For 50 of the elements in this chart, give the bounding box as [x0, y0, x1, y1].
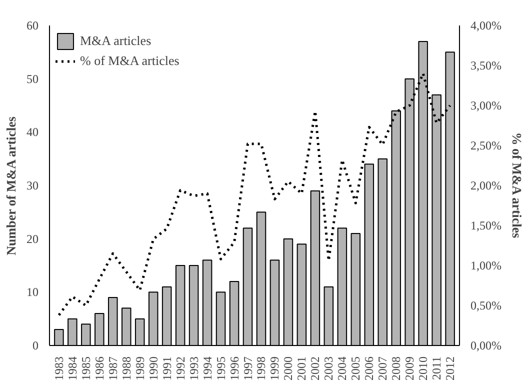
x-tick-label: 2002: [308, 356, 322, 380]
y2-tick-label: 3,50%: [470, 58, 502, 72]
x-tick-label: 2000: [281, 356, 296, 380]
x-tick-label: 1989: [132, 356, 147, 380]
x-tick-label: 2010: [416, 356, 430, 380]
x-tick-label: 2003: [322, 356, 336, 380]
y2-axis-title: % of M&A articles: [509, 132, 524, 238]
y2-tick-label: 2,50%: [470, 138, 502, 152]
x-tick-label: 2001: [294, 356, 309, 380]
x-tick-label: 2012: [443, 356, 458, 380]
x-tick-label: 1998: [254, 356, 268, 380]
x-tick-label: 2011: [430, 356, 444, 380]
x-tick-label: 1995: [214, 356, 228, 380]
y2-tick-label: 2,00%: [470, 178, 502, 192]
y-tick-label: 40: [26, 125, 38, 140]
x-tick-label: 2007: [376, 356, 390, 380]
x-tick-label: 1988: [119, 356, 134, 380]
x-tick-label: 1984: [65, 356, 80, 380]
x-tick-label: 1986: [92, 356, 106, 380]
x-tick-label: 1997: [240, 356, 255, 380]
x-tick-label: 1987: [106, 356, 120, 380]
y2-tick-label: 0,50%: [470, 298, 502, 312]
legend-label: % of M&A articles: [80, 53, 180, 69]
y2-tick-label: 3,00%: [470, 98, 502, 112]
x-tick-label: 1999: [268, 356, 282, 380]
y-tick-label: 20: [26, 232, 38, 246]
x-tick-label: 1994: [200, 356, 214, 380]
y2-tick-label: 0,00%: [470, 338, 502, 352]
x-tick-label: 1991: [160, 356, 174, 380]
y-tick-label: 50: [26, 72, 38, 86]
x-tick-label: 1992: [173, 356, 188, 380]
y-axis-title: Number of M&A articles: [4, 116, 18, 256]
x-tick-label: 1990: [146, 356, 160, 380]
x-tick-label: 2004: [335, 356, 350, 380]
x-tick-label: 2009: [402, 356, 417, 380]
x-tick-label: 2008: [389, 356, 404, 380]
y-tick-label: 10: [26, 285, 38, 300]
x-tick-label: 2005: [348, 356, 363, 380]
y-tick-label: 0: [32, 338, 38, 352]
x-tick-label: 2006: [362, 356, 376, 380]
x-tick-label: 1993: [186, 356, 201, 380]
x-tick-label: 1985: [78, 356, 93, 380]
y-tick-label: 60: [26, 18, 38, 32]
y2-tick-label: 1,50%: [470, 218, 502, 232]
legend-label: M&A articles: [80, 33, 152, 49]
y2-tick-label: 1,00%: [470, 258, 502, 272]
y-tick-label: 30: [26, 178, 38, 192]
x-tick-label: 1983: [52, 356, 66, 380]
y2-tick-label: 4,00%: [470, 18, 502, 32]
x-tick-label: 1996: [227, 356, 242, 380]
